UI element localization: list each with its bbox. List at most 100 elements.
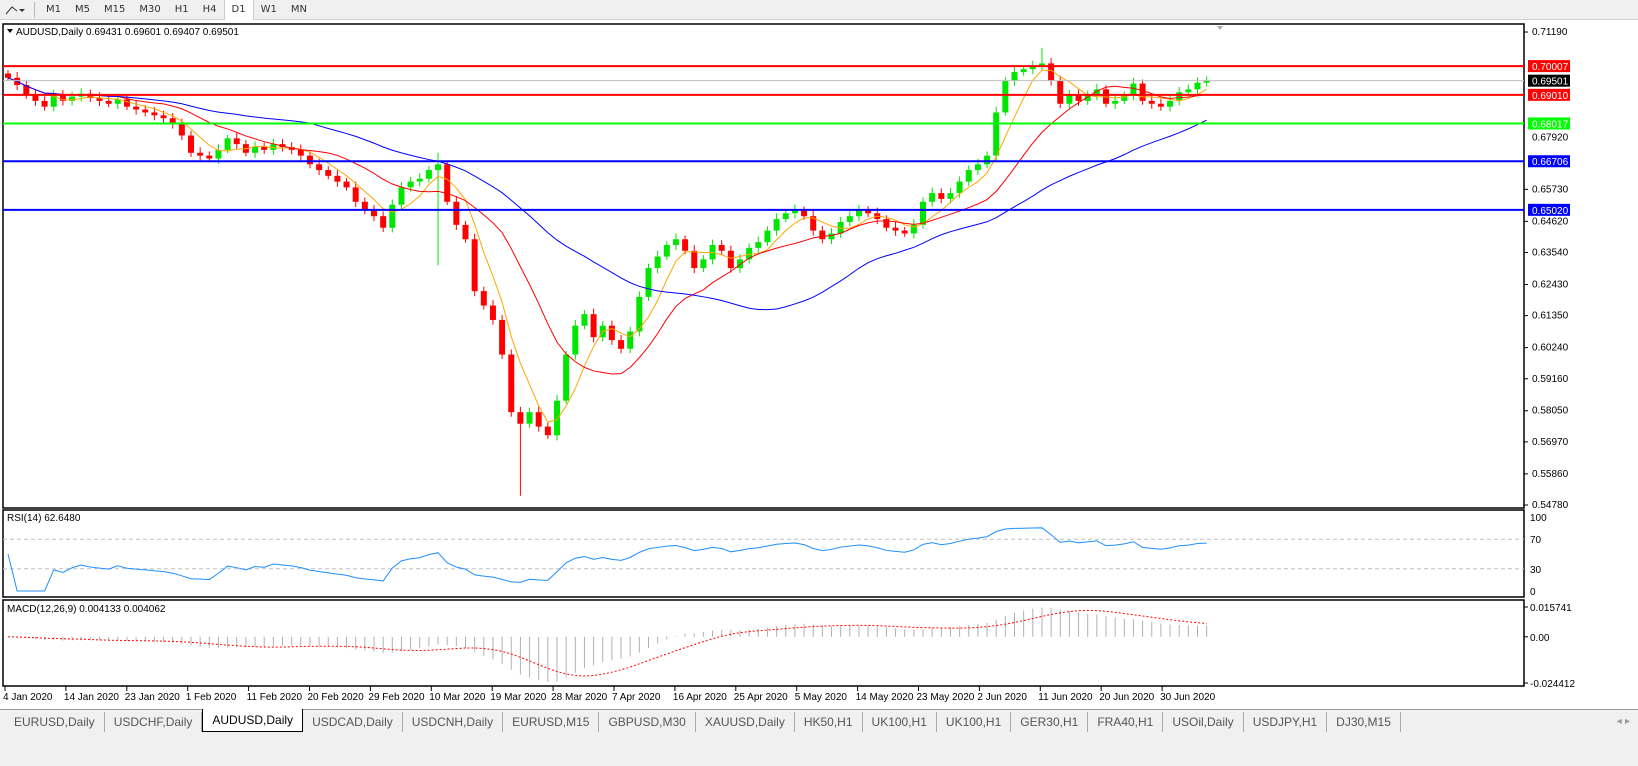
timeframe-m5[interactable]: M5	[75, 3, 90, 15]
candle-bull	[398, 187, 405, 205]
date-label: 28 Mar 2020	[551, 692, 608, 703]
date-label: 23 Jan 2020	[125, 692, 180, 703]
candle-bull	[672, 239, 679, 246]
candle-bear	[96, 98, 103, 101]
chart-header: AUDUSD,Daily 0.69431 0.69601 0.69407 0.6…	[16, 27, 239, 38]
candle-bear	[105, 100, 112, 104]
tab-usoil-daily[interactable]: USOil,Daily	[1163, 711, 1244, 732]
candle-bear	[480, 291, 487, 306]
candle-bear	[169, 118, 176, 124]
candle-bull	[654, 256, 661, 269]
tab-eurusd-daily[interactable]: EURUSD,Daily	[5, 711, 105, 732]
candle-bull	[1002, 80, 1009, 113]
tab-eurusd-m15[interactable]: EURUSD,M15	[503, 711, 600, 732]
timeframe-d1[interactable]: D1	[223, 0, 254, 20]
candle-bear	[233, 138, 240, 145]
date-label: 20 Jun 2020	[1099, 692, 1154, 703]
candle-bull	[1203, 80, 1210, 83]
candle-bear	[682, 239, 689, 251]
date-label: 11 Feb 2020	[247, 692, 303, 703]
tab-uk100-h1[interactable]: UK100,H1	[863, 711, 937, 732]
candle-bull	[627, 331, 634, 349]
candle-bull	[1038, 63, 1045, 67]
date-label: 11 Jun 2020	[1038, 692, 1093, 703]
rsi-label: RSI(14) 62.6480	[7, 513, 81, 524]
level-price-label: 0.70007	[1532, 62, 1569, 73]
candle-bull	[1084, 95, 1091, 101]
tab-scroll-arrows[interactable]: ◂ ▸	[1616, 716, 1630, 727]
candle-bull	[984, 155, 991, 165]
candle-bull	[974, 164, 981, 171]
tab-usdjpy-h1[interactable]: USDJPY,H1	[1244, 711, 1328, 732]
candle-bear	[892, 227, 899, 231]
bid-label-box	[1528, 74, 1570, 87]
line-tool-icon[interactable]	[0, 0, 30, 20]
tab-ger30-h1[interactable]: GER30,H1	[1011, 711, 1089, 732]
candle-bear	[178, 123, 185, 136]
candle-bull	[526, 412, 533, 424]
candle-bear	[727, 250, 734, 269]
tab-fra40-h1[interactable]: FRA40,H1	[1088, 711, 1164, 732]
price-tick-label: 0.61350	[1532, 311, 1569, 322]
date-label: 30 Jun 2020	[1160, 692, 1215, 703]
tab-xauusd-daily[interactable]: XAUUSD,Daily	[696, 711, 795, 732]
price-tick-label: 0.67920	[1532, 132, 1569, 143]
candle-bull	[215, 149, 222, 159]
candle-bear	[590, 314, 597, 338]
collapse-triangle-icon[interactable]	[7, 29, 13, 33]
level-label-box	[1528, 88, 1570, 101]
timeframe-h4[interactable]: H4	[202, 3, 217, 15]
candle-bull	[791, 210, 798, 214]
tab-hk50-h1[interactable]: HK50,H1	[795, 711, 863, 732]
candle-bear	[544, 426, 551, 436]
candle-bull	[755, 242, 762, 248]
timeframe-m15[interactable]: M15	[104, 3, 126, 15]
tab-uk100-h1[interactable]: UK100,H1	[937, 711, 1012, 732]
chart-tabs: EURUSD,Daily USDCHF,Daily AUDUSD,Daily USDC…	[0, 709, 1638, 733]
price-tick-label: 0.54780	[1532, 500, 1569, 511]
timeframe-m30[interactable]: M30	[139, 3, 161, 15]
candle-bear	[819, 230, 826, 240]
ma-mid-line	[7, 77, 1207, 375]
candle-bear	[801, 210, 808, 217]
candle-bull	[828, 233, 835, 240]
candle-bull	[1130, 83, 1137, 96]
candle-bear	[535, 412, 542, 427]
timeframe-w1[interactable]: W1	[260, 3, 277, 15]
price-panel	[2, 23, 1525, 509]
price-tick-label: 0.58050	[1532, 406, 1569, 417]
price-tick-label: 0.56970	[1532, 437, 1569, 448]
candle-bear	[325, 170, 332, 176]
candle-bear	[352, 187, 359, 202]
candle-bull	[252, 147, 259, 153]
timeframe-h1[interactable]: H1	[174, 3, 189, 15]
chart-window[interactable]: AUDUSD,Daily 0.69431 0.69601 0.69407 0.6…	[0, 0, 1638, 708]
timeframe-m1[interactable]: M1	[46, 3, 61, 15]
date-label: 10 Mar 2020	[429, 692, 486, 703]
candle-bull	[1093, 89, 1100, 96]
tab-usdchf-daily[interactable]: USDCHF,Daily	[105, 711, 203, 732]
ma-fast-line	[7, 69, 1207, 423]
candle-bull	[910, 224, 917, 234]
tab-gbpusd-m30[interactable]: GBPUSD,M30	[599, 711, 696, 732]
timeframe-mn[interactable]: MN	[290, 3, 307, 15]
candle-bear	[343, 181, 350, 188]
timeframe-toolbar: M1 M5 M15 M30 H1 H4 D1 W1 MN	[0, 0, 1638, 20]
tab-dj30-m15[interactable]: DJ30,M15	[1327, 711, 1401, 732]
candle-bull	[1185, 89, 1192, 93]
candle-bull	[737, 259, 743, 269]
tab-audusd-daily[interactable]: AUDUSD,Daily	[202, 709, 304, 732]
candle-bull	[773, 219, 780, 231]
macd-signal-line	[7, 609, 1207, 677]
candle-bull	[764, 230, 771, 243]
candle-bear	[361, 201, 368, 211]
tab-usdcad-daily[interactable]: USDCAD,Daily	[303, 711, 403, 732]
tab-usdcnh-daily[interactable]: USDCNH,Daily	[403, 711, 504, 732]
candle-bull	[929, 193, 936, 202]
candle-bull	[1011, 72, 1018, 81]
date-label: 23 May 2020	[917, 692, 975, 703]
price-tick-label: 0.64620	[1532, 216, 1569, 227]
candle-bear	[1139, 83, 1146, 101]
candle-bear	[32, 95, 39, 101]
date-label: 25 Apr 2020	[734, 692, 788, 703]
